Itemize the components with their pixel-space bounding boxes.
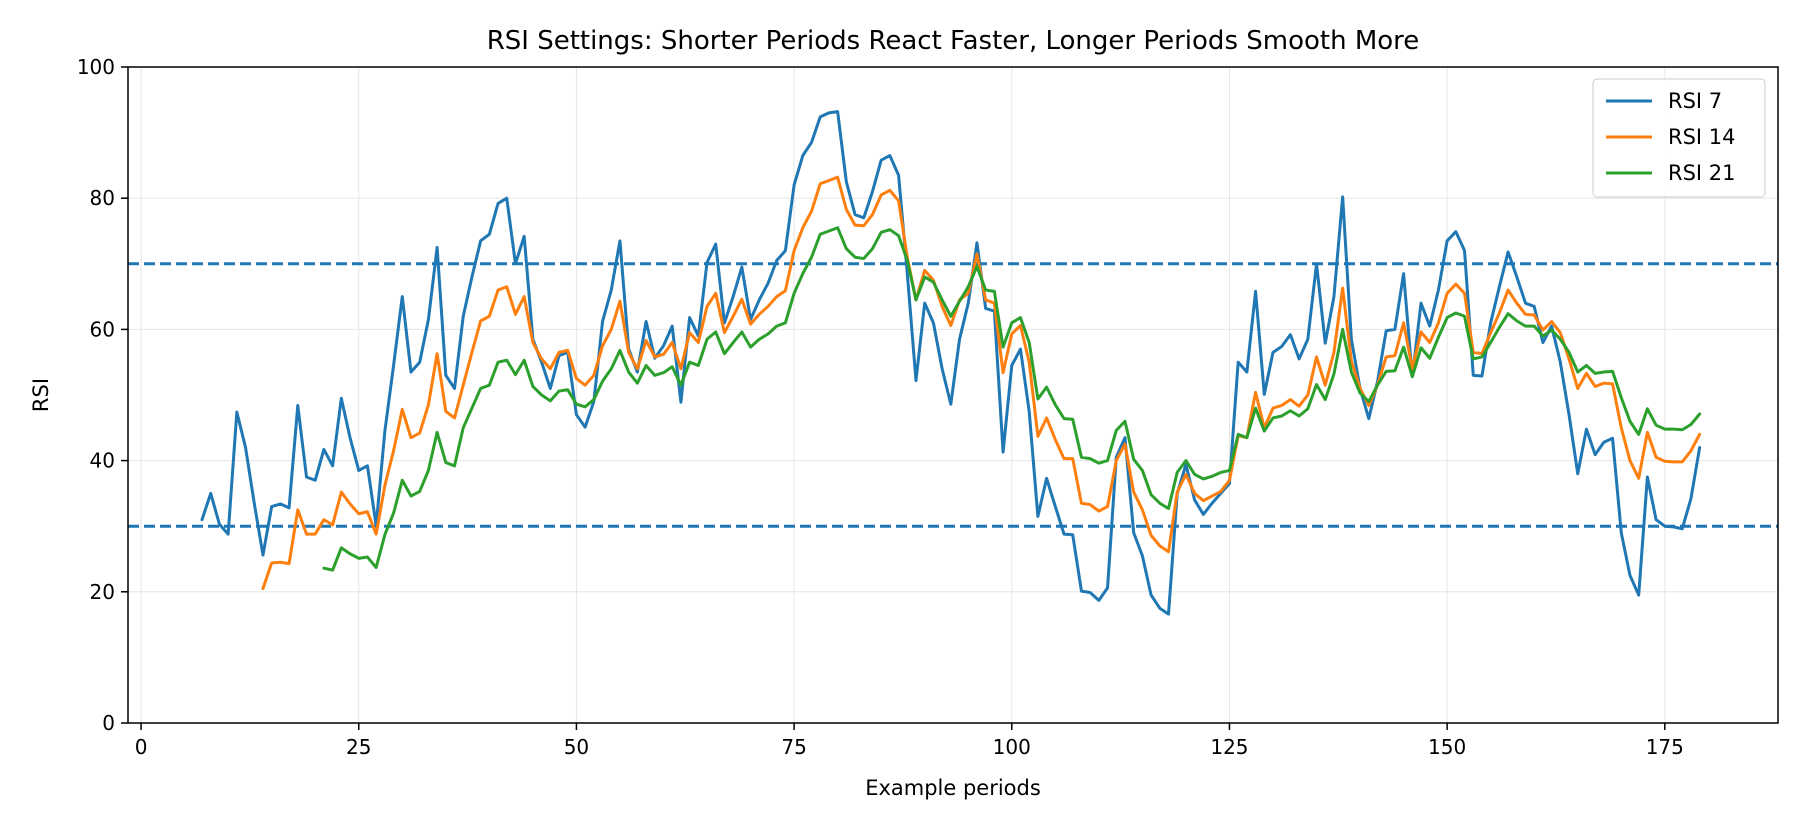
x-tick-label: 175 (1646, 735, 1684, 759)
x-axis-ticks: 0 25 50 75 100 125 150 175 (135, 723, 1684, 759)
y-tick-label: 40 (90, 449, 115, 473)
reference-lines (128, 262, 1778, 528)
y-axis-label: RSI (29, 378, 53, 412)
series-line-rsi-7 (200, 110, 1702, 616)
series-line-rsi-21 (322, 226, 1702, 572)
legend-box (1592, 78, 1766, 198)
x-tick-label: 25 (346, 735, 371, 759)
chart-title: RSI Settings: Shorter Periods React Fast… (487, 26, 1420, 56)
plot-frame (127, 66, 1779, 724)
x-tick-label: 100 (993, 735, 1031, 759)
x-tick-label: 50 (564, 735, 589, 759)
legend-label: RSI 7 (1668, 89, 1722, 113)
x-tick-label: 0 (135, 735, 148, 759)
y-tick-label: 80 (90, 186, 115, 210)
legend-label: RSI 14 (1668, 125, 1736, 149)
y-tick-label: 60 (90, 317, 115, 341)
x-tick-label: 125 (1210, 735, 1248, 759)
x-tick-label: 75 (781, 735, 806, 759)
legend-label: RSI 21 (1668, 161, 1736, 185)
x-axis-label: Example periods (865, 776, 1041, 800)
y-tick-label: 20 (90, 580, 115, 604)
y-tick-label: 0 (102, 711, 115, 735)
legend: RSI 7 RSI 14 RSI 21 (1592, 78, 1766, 198)
y-axis-ticks: 0 20 40 60 80 100 (77, 55, 128, 735)
y-tick-label: 100 (77, 55, 115, 79)
series-lines (200, 110, 1702, 616)
x-tick-label: 150 (1428, 735, 1466, 759)
